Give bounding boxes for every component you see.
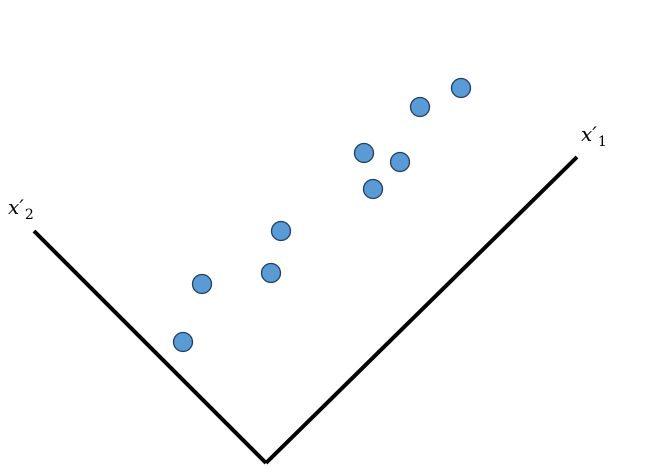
- axis-label-x1-subscript: 1: [597, 134, 607, 150]
- data-point: [270, 220, 292, 242]
- axis-x1-line: [264, 155, 579, 465]
- data-points: [172, 77, 472, 353]
- axis-x2-line: [32, 229, 268, 465]
- data-point: [191, 273, 213, 295]
- data-point: [362, 178, 384, 200]
- data-point: [450, 77, 472, 99]
- axis-label-x2: x′2: [8, 197, 34, 222]
- axis-label-x2-base: x′: [8, 195, 24, 219]
- data-point: [172, 331, 194, 353]
- axis-label-x2-subscript: 2: [24, 207, 34, 223]
- data-point: [389, 151, 411, 173]
- data-point: [260, 262, 282, 284]
- data-point: [409, 96, 431, 118]
- axis-label-x1: x′1: [581, 124, 607, 149]
- axis-label-x1-base: x′: [581, 122, 597, 146]
- data-point: [353, 142, 375, 164]
